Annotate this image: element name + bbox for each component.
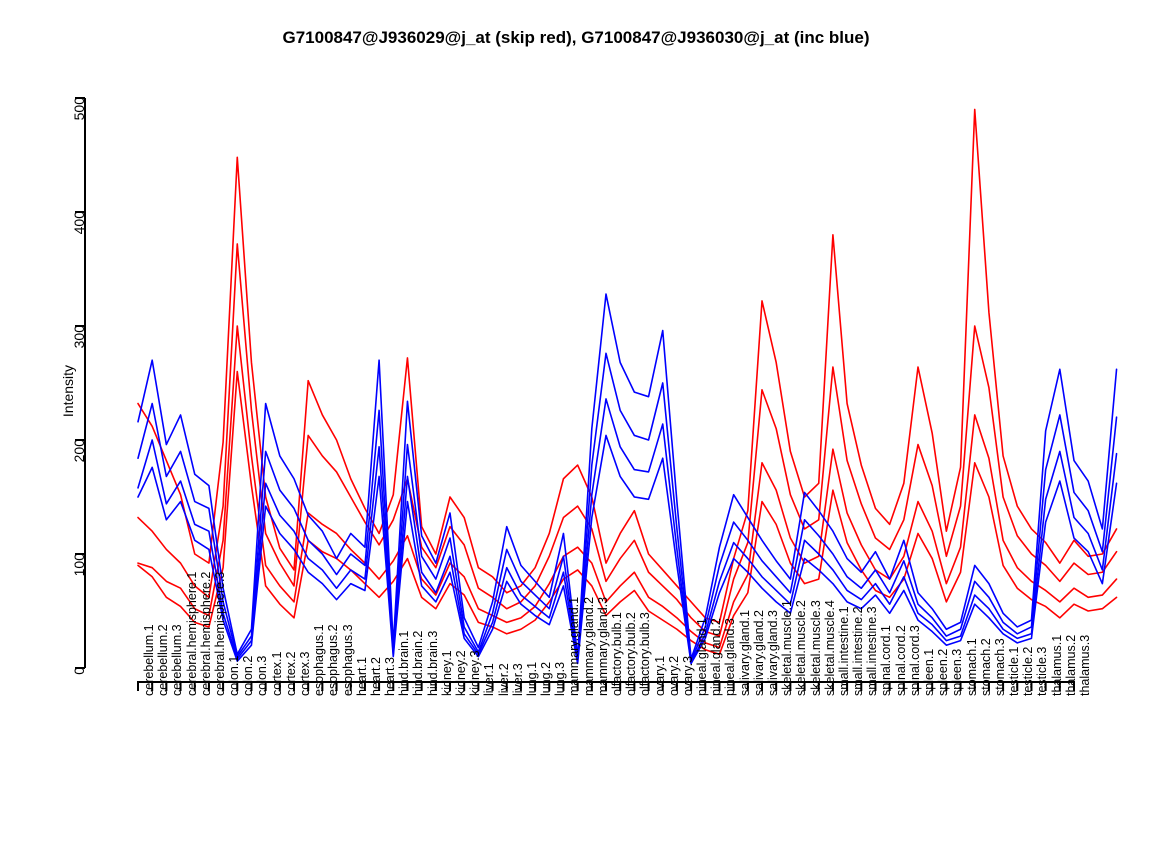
series-line-inc-blue-4: [137, 434, 1118, 665]
y-tick-label: 200: [71, 439, 87, 463]
y-tick-label: 0: [71, 667, 87, 675]
y-tick-label: 500: [71, 97, 87, 121]
page-title: G7100847@J936029@j_at (skip red), G71008…: [282, 28, 870, 47]
series-line-skip-red-2: [137, 243, 1118, 637]
series-line-inc-blue-2: [137, 352, 1118, 662]
series-line-inc-blue-1: [137, 293, 1118, 660]
x-axis: [137, 681, 1075, 691]
series-lines: [137, 108, 1118, 665]
series-line-inc-blue-3: [137, 398, 1118, 665]
series-line-skip-red-1: [137, 108, 1118, 624]
series-line-skip-red-4: [137, 370, 1118, 656]
y-tick-label: 400: [71, 211, 87, 235]
y-axis: [75, 97, 86, 669]
y-tick-label: 300: [71, 325, 87, 349]
series-line-skip-red-3: [137, 325, 1118, 649]
y-tick-label: 100: [71, 553, 87, 577]
